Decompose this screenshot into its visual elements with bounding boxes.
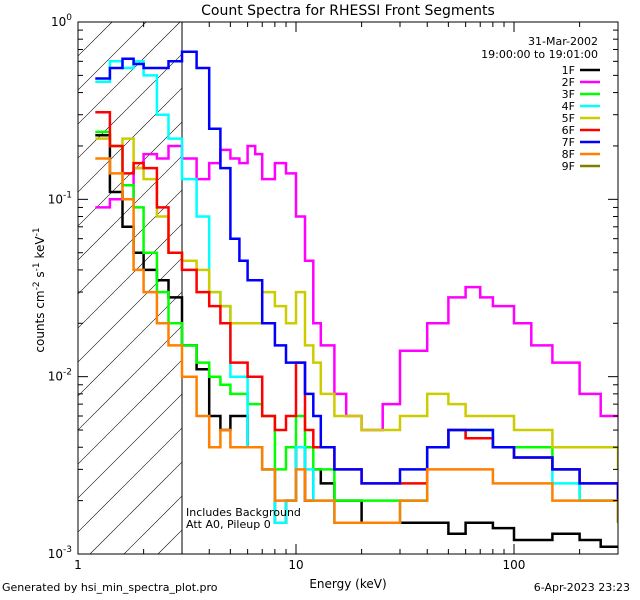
annotation-background: Includes Background: [186, 506, 301, 519]
y-axis: 100 10-1 10-2 10-3: [48, 13, 618, 561]
series-line-2f: [95, 144, 618, 432]
legend-label-1f: 1F: [562, 64, 575, 77]
chart-title: Count Spectra for RHESSI Front Segments: [201, 3, 495, 19]
y-tick-label: 10-3: [48, 545, 72, 561]
x-tick-label: 10: [288, 558, 303, 572]
series-lines: [95, 50, 618, 548]
legend-label-8f: 8F: [562, 148, 575, 161]
x-axis: 1 10 100: [74, 22, 619, 572]
series-line-8f: [95, 157, 618, 525]
legend-label-3f: 3F: [562, 88, 575, 101]
annotation-attenuator: Att A0, Pileup 0: [186, 518, 271, 531]
series-line-1f: [95, 133, 618, 548]
plot-frame: [77, 21, 619, 555]
series-line-3f: [95, 130, 618, 523]
x-tick-label: 100: [503, 558, 526, 572]
legend-label-7f: 7F: [562, 136, 575, 149]
x-tick-label: 1: [74, 558, 82, 572]
footer-generated-by: Generated by hsi_min_spectra_plot.pro: [2, 581, 218, 594]
hatch-region: [78, 22, 183, 554]
y-axis-label: counts cm-2 s-1 keV-1: [32, 227, 47, 352]
y-tick-label: 10-2: [48, 368, 72, 384]
legend-label-4f: 4F: [562, 100, 575, 113]
date-label: 31-Mar-2002: [528, 35, 598, 48]
x-axis-label: Energy (keV): [309, 577, 386, 591]
legend-label-5f: 5F: [562, 112, 575, 125]
series-line-5f: [95, 137, 618, 470]
y-tick-label: 100: [51, 13, 72, 29]
legend-label-6f: 6F: [562, 124, 575, 137]
y-tick-label: 10-1: [48, 190, 72, 206]
legend-label-9f: 9F: [562, 160, 575, 173]
time-range-label: 19:00:00 to 19:01:00: [481, 48, 598, 61]
series-line-7f: [95, 50, 618, 501]
legend-label-2f: 2F: [562, 76, 575, 89]
footer-timestamp: 6-Apr-2023 23:23: [533, 581, 630, 594]
hatch-lines: [78, 22, 183, 554]
series-line-6f: [95, 110, 618, 501]
